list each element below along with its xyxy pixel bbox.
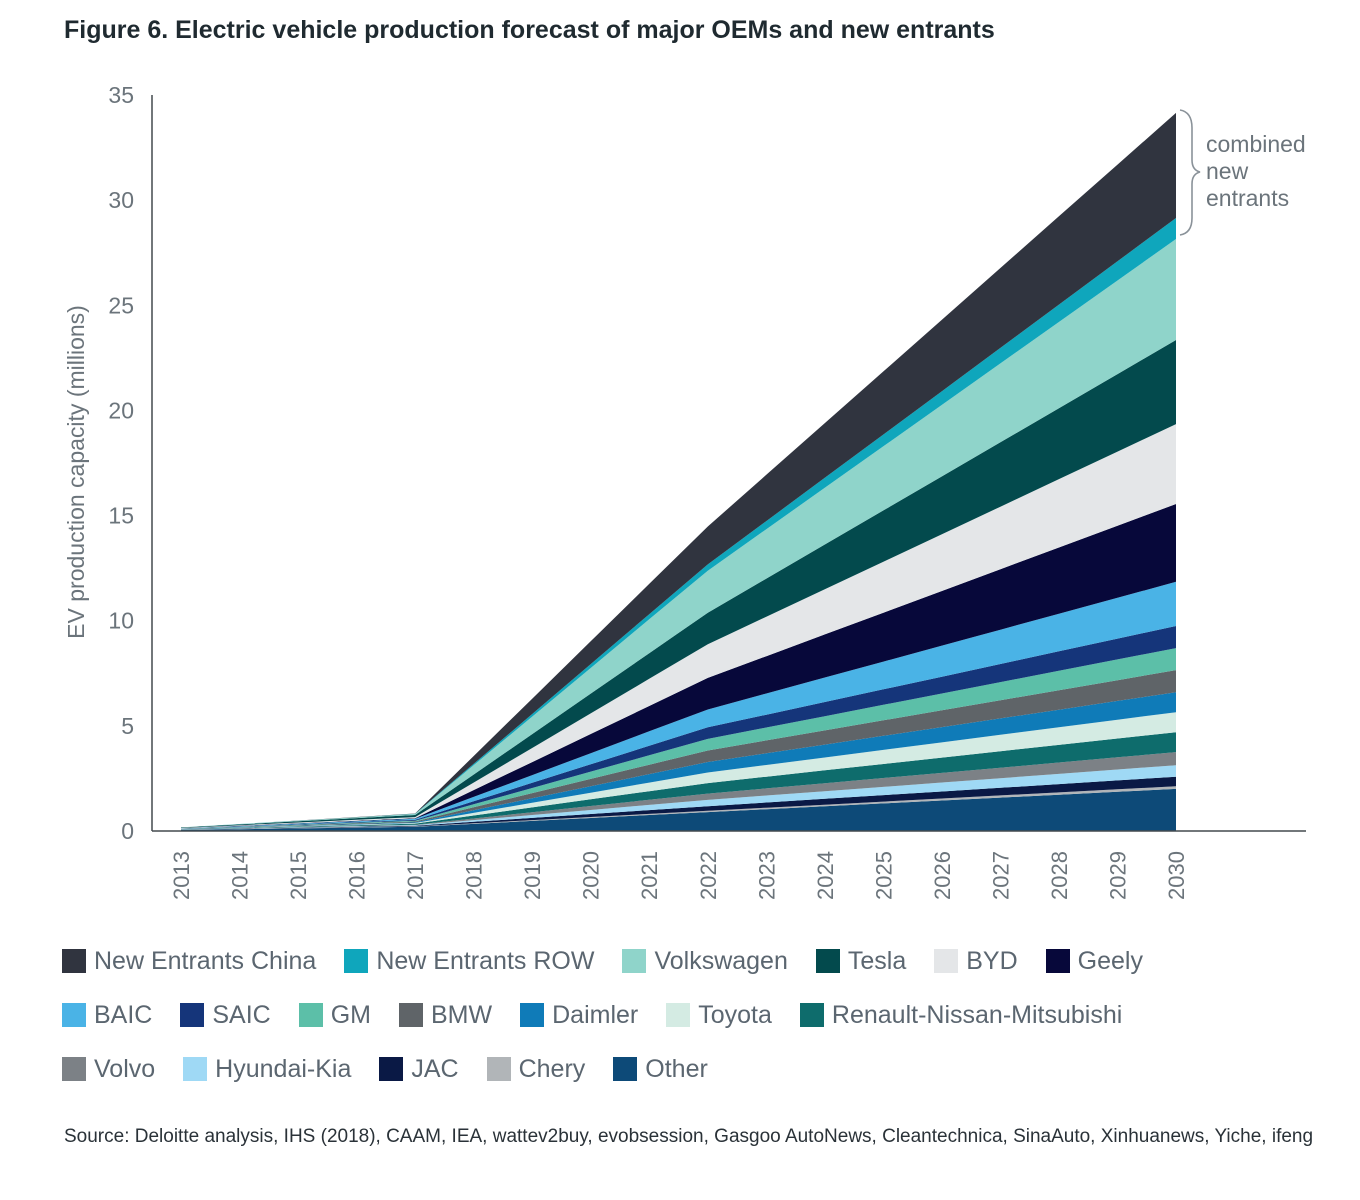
legend-swatch [520,1003,545,1027]
legend-label: Hyundai-Kia [215,1054,352,1083]
legend: New Entrants China New Entrants ROW Volksw… [62,934,1322,1096]
legend-swatch [62,1003,86,1027]
legend-swatch [799,1003,824,1027]
x-tick-label: 2018 [462,851,487,900]
legend-swatch [399,1003,423,1027]
legend-label: BMW [431,1000,493,1029]
x-tick-label: 2014 [228,851,253,900]
legend-row: BAIC SAIC GM BMW Daimler Toyota Renault-Nissan… [62,988,1322,1042]
annotation-line-2: new [1206,158,1249,184]
y-tick-label: 25 [108,292,134,318]
x-tick-label: 2020 [579,851,604,900]
legend-swatch [666,1003,691,1027]
legend-item: Tesla [815,946,907,976]
x-tick-label: 2015 [286,851,311,900]
y-axis-label: EV production capacity (millions) [63,305,89,639]
legend-swatch [613,1057,638,1081]
legend-label: New Entrants China [94,946,317,975]
x-tick-label: 2026 [930,851,955,900]
x-tick-label: 2028 [1047,851,1072,900]
legend-label: Daimler [552,1000,639,1029]
legend-row: Volvo Hyundai-Kia JAC Chery Other [62,1042,1322,1096]
legend-label: GM [330,1000,371,1029]
legend-item: Volvo [62,1055,155,1084]
legend-label: New Entrants ROW [376,946,595,975]
annotation-line-1: combined [1206,131,1306,157]
source-note: Source: Deloitte analysis, IHS (2018), C… [64,1126,1314,1147]
legend-item: BMW [399,1001,492,1030]
x-tick-label: 2027 [988,851,1013,900]
legend-swatch [1045,949,1070,973]
legend-item: SAIC [180,1000,271,1030]
legend-label: SAIC [212,1000,271,1029]
x-tick-label: 2013 [169,851,194,900]
x-tick-label: 2025 [871,851,896,900]
legend-label: JAC [411,1054,459,1083]
x-tick-label: 2016 [345,851,370,900]
combined-new-entrants-annotation: combined new entrants [1179,109,1306,236]
x-tick-label: 2023 [754,851,779,900]
annotation-brace [1179,109,1201,236]
legend-label: Other [645,1054,708,1083]
x-tick-label: 2030 [1164,851,1189,900]
x-tick-label: 2022 [696,851,721,900]
chart-title: Figure 6. Electric vehicle production fo… [64,16,995,44]
legend-swatch [62,949,86,973]
legend-label: BYD [966,946,1018,975]
legend-item: Hyundai-Kia [183,1055,351,1084]
legend-item: New Entrants ROW [344,947,594,976]
x-tick-label: 2021 [637,851,662,900]
legend-item: New Entrants China [62,947,316,976]
legend-swatch [815,949,840,973]
y-tick-label: 0 [121,818,134,844]
annotation-line-3: entrants [1206,185,1289,211]
area-other [181,788,1176,831]
legend-swatch [934,949,959,973]
x-tick-label: 2019 [520,851,545,900]
y-ticks: 0 5 10 15 20 25 30 35 [108,82,134,844]
y-tick-label: 20 [108,397,134,423]
legend-swatch [344,949,369,973]
legend-swatch [622,949,647,973]
legend-label: Volvo [94,1054,156,1083]
legend-label: Tesla [847,946,907,975]
legend-item: GM [298,1000,371,1030]
x-tick-label: 2017 [403,851,428,900]
legend-swatch [62,1057,86,1081]
legend-item: BYD [934,946,1018,976]
legend-swatch [486,1057,511,1081]
y-tick-label: 10 [108,608,134,634]
legend-label: Toyota [698,1000,772,1029]
x-tick-label: 2029 [1106,851,1131,900]
legend-label: BAIC [94,1000,153,1029]
y-tick-label: 30 [108,187,134,213]
legend-item: JAC [379,1054,459,1084]
legend-item: Geely [1045,946,1143,976]
legend-label: Geely [1077,946,1143,975]
x-ticks: 2013 2014 2015 2016 2017 2018 2019 2020 2021 2022… [169,851,1189,900]
y-tick-label: 5 [121,713,134,739]
legend-item: Toyota [666,1001,772,1030]
legend-swatch [180,1003,205,1027]
legend-item: Daimler [520,1001,638,1030]
y-tick-label: 35 [108,82,134,108]
axes [151,95,1306,832]
legend-row: New Entrants China New Entrants ROW Volksw… [62,934,1322,988]
legend-item: Other [613,1055,708,1084]
legend-item: BAIC [62,1001,152,1030]
legend-swatch [298,1003,323,1027]
legend-item: Renault-Nissan-Mitsubishi [799,1000,1123,1030]
legend-label: Volkswagen [654,946,788,975]
legend-swatch [183,1057,208,1081]
legend-label: Chery [518,1054,586,1083]
legend-label: Renault-Nissan-Mitsubishi [831,1000,1123,1029]
legend-item: Volkswagen [622,946,788,976]
legend-swatch [379,1057,404,1081]
area-layers [181,112,1176,831]
x-tick-label: 2024 [813,851,838,900]
y-tick-label: 15 [108,503,134,529]
legend-item: Chery [486,1054,586,1084]
